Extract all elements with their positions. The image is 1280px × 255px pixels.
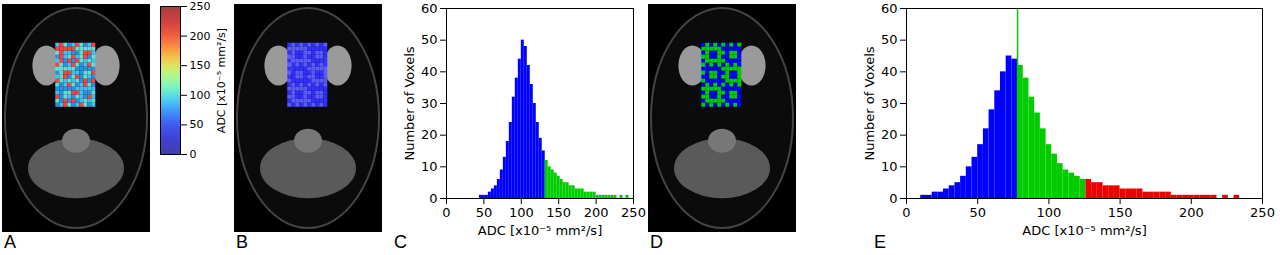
svg-text:50: 50	[421, 32, 438, 47]
svg-text:ADC [x10⁻⁵ mm²/s]: ADC [x10⁻⁵ mm²/s]	[478, 223, 602, 238]
svg-text:40: 40	[881, 64, 898, 79]
html-text:C: C	[394, 232, 407, 252]
svg-text:Number of Voxels: Number of Voxels	[862, 46, 877, 160]
svg-text:100: 100	[509, 205, 534, 220]
svg-text:200: 200	[1179, 205, 1204, 220]
svg-text:20: 20	[421, 127, 438, 142]
svg-text:150: 150	[546, 205, 571, 220]
svg-text:100: 100	[1036, 205, 1061, 220]
svg-text:200: 200	[190, 30, 211, 43]
svg-text:100: 100	[190, 89, 211, 102]
svg-text:250: 250	[190, 0, 211, 13]
svg-text:60: 60	[421, 1, 438, 16]
svg-text:0: 0	[442, 205, 450, 220]
html-text:A: A	[4, 232, 16, 252]
svg-text:0: 0	[889, 191, 897, 206]
svg-text:250: 250	[1250, 205, 1275, 220]
svg-text:50: 50	[476, 205, 493, 220]
html-text:B: B	[236, 232, 248, 252]
svg-text:0: 0	[429, 191, 437, 206]
svg-text:50: 50	[969, 205, 986, 220]
svg-text:20: 20	[881, 127, 898, 142]
svg-text:150: 150	[1108, 205, 1133, 220]
svg-text:Number of Voxels: Number of Voxels	[402, 46, 417, 160]
svg-text:250: 250	[621, 205, 646, 220]
svg-text:60: 60	[881, 1, 898, 16]
svg-text:30: 30	[421, 96, 438, 111]
svg-text:40: 40	[421, 64, 438, 79]
svg-text:10: 10	[881, 159, 898, 174]
svg-text:0: 0	[190, 148, 197, 160]
svg-text:50: 50	[190, 118, 204, 131]
svg-text:ADC [x10⁻⁵ mm²/s]: ADC [x10⁻⁵ mm²/s]	[215, 28, 228, 133]
svg-text:10: 10	[421, 159, 438, 174]
svg-text:200: 200	[584, 205, 609, 220]
html-text:E: E	[874, 232, 886, 252]
svg-text:ADC [x10⁻⁵ mm²/s]: ADC [x10⁻⁵ mm²/s]	[1022, 223, 1146, 238]
html-text:D: D	[650, 232, 663, 252]
svg-text:50: 50	[881, 32, 898, 47]
svg-text:0: 0	[902, 205, 910, 220]
svg-text:150: 150	[190, 59, 211, 72]
svg-text:30: 30	[881, 96, 898, 111]
